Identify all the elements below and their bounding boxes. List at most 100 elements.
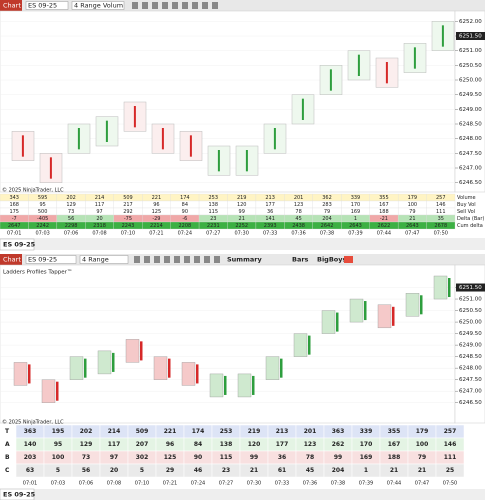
cell-value: 179 [416,428,429,435]
candle [196,364,199,384]
cell-value: 170 [360,441,373,448]
cell-value: 100 [416,441,429,448]
chart-tab[interactable] [0,254,22,265]
cell-value: 195 [52,428,65,435]
row-label: T [5,428,10,435]
cell-value: 203 [24,454,37,461]
cell-value: 262 [332,441,345,448]
time-label: 07:06 [64,231,78,237]
cell-value: 302 [136,454,149,461]
price-label: 6250.50 [459,308,482,314]
candle [364,301,367,321]
price-label: 6246.50 [459,180,482,186]
cell-value: 140 [24,441,37,448]
cell-value: 100 [408,202,418,208]
cell-value: 175 [9,209,19,215]
cell-value: 129 [80,441,93,448]
summary-button[interactable]: Summary [227,256,262,264]
profile [97,350,112,375]
cell-value: 120 [248,441,261,448]
bars-button[interactable]: Bars [292,256,309,264]
cell-value: 1 [354,216,357,222]
cell-value: 63 [26,467,34,474]
cell-value: 56 [68,216,74,222]
price-label: 6250.00 [459,78,482,84]
profile [293,333,308,357]
cell-value: 61 [278,467,286,474]
price-label: 6251.00 [459,297,482,303]
cell-value: 96 [166,441,174,448]
cell-value: 221 [164,428,177,435]
time-label: 07:10 [121,231,135,237]
price-axis [454,10,485,193]
cell-value: 2647 [8,223,21,229]
time-label: 07:27 [206,231,220,237]
row-label: A [5,441,10,448]
table-cell [426,221,456,230]
toolbar [0,0,485,11]
cell-value: 56 [82,467,90,474]
profile [13,362,28,386]
chart-tab[interactable] [0,0,22,11]
period-box[interactable] [71,1,125,10]
candle [252,375,255,395]
cell-value: 292 [123,209,133,215]
profile [321,310,336,334]
row-label: Delta (Bar) [457,216,484,222]
candle [273,128,276,150]
time-label: 07:24 [178,231,192,237]
tab[interactable] [0,488,35,500]
cell-value: 5 [140,467,144,474]
cell-value: 177 [265,202,275,208]
instrument-box[interactable] [25,1,69,10]
price-label: 6248.50 [459,122,482,128]
last-price-label: 6251.50 [459,285,482,291]
cell-value: 253 [209,195,219,201]
toolbar-icons [132,2,218,9]
cell-value: 170 [351,202,361,208]
bigboys-button[interactable]: BigBoys: [317,256,349,264]
time-label: 07:03 [35,231,49,237]
cell-value: 21 [418,467,426,474]
cell-value: 23 [210,216,216,222]
tab[interactable] [0,238,35,251]
time-label: 07:21 [163,481,177,487]
price-label: 6250.00 [459,320,482,326]
candle [140,341,143,361]
cell-value: 2298 [65,223,78,229]
cell-value: 90 [194,454,202,461]
cell-value: -7 [12,216,17,222]
cell-value: 78 [306,454,314,461]
cell-value: -29 [152,216,160,222]
last-price-marker [456,283,485,292]
profile [405,293,420,317]
cell-value: 188 [379,209,389,215]
profile [41,379,56,403]
cell-value: 90 [182,209,188,215]
profile [377,304,392,329]
last-price-label: 6251.50 [459,34,482,40]
cell-value: 213 [265,195,275,201]
time-label: 07:21 [149,231,163,237]
bigboys-icon[interactable] [344,256,353,263]
cell-value: 509 [123,195,133,201]
cell-value: 509 [136,428,149,435]
cell-value: 188 [388,454,401,461]
candle [448,278,451,298]
cell-value: 97 [96,209,102,215]
candle [329,69,332,91]
cell-value: 100 [52,454,65,461]
candle [308,335,311,355]
cell-value: 21 [409,216,415,222]
cell-value: -21 [380,216,388,222]
candle [189,135,192,157]
tab-bar [0,489,485,500]
instrument-box[interactable] [25,255,77,264]
cell-value: 213 [276,428,289,435]
period-box[interactable] [79,255,129,264]
cell-value: 99 [239,209,245,215]
price-label: 6247.00 [459,389,482,395]
cell-value: 146 [436,202,446,208]
cell-value: 339 [351,195,361,201]
candle [49,157,52,179]
